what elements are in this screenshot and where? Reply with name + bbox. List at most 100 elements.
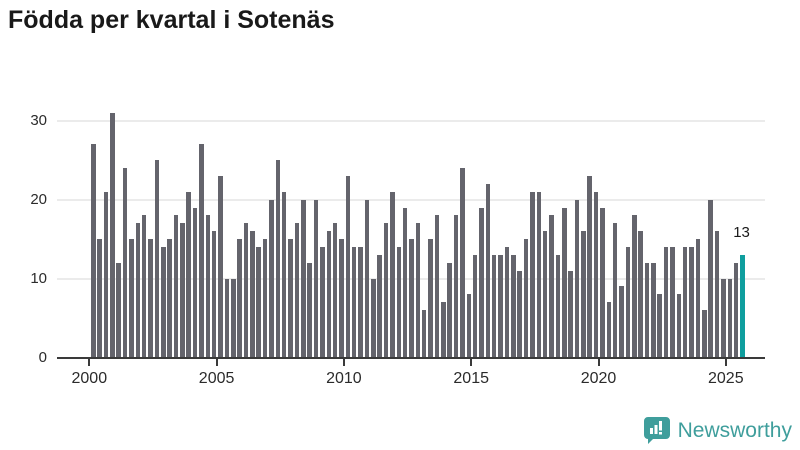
x-axis-tick-label: 2025 [708, 370, 744, 387]
x-axis-tick [342, 358, 345, 366]
bar [682, 246, 688, 358]
bar [97, 239, 102, 358]
bar [269, 199, 274, 358]
bar [148, 239, 153, 358]
bar [574, 199, 580, 358]
x-axis-line [57, 356, 765, 359]
bar [402, 207, 408, 358]
bar [122, 168, 128, 358]
bar [409, 239, 414, 358]
bar [231, 278, 236, 358]
x-axis-tick-label: 2005 [198, 370, 235, 387]
bar [173, 215, 179, 358]
bar [625, 246, 631, 358]
bar [421, 310, 427, 358]
bar [651, 262, 656, 358]
bar [632, 215, 637, 358]
bar [453, 215, 459, 358]
bar [472, 254, 478, 358]
x-axis-tick-label: 2000 [71, 370, 108, 387]
bar [428, 239, 433, 358]
newsworthy-logo-text: Newsworthy [677, 418, 792, 442]
gridline-y20 [57, 198, 765, 201]
x-axis-tick [470, 358, 473, 366]
bar [536, 191, 542, 358]
highlighted-bar [740, 254, 745, 358]
bar [593, 191, 599, 358]
bar [612, 223, 618, 358]
bar [581, 231, 586, 358]
x-axis-tick [215, 358, 218, 366]
bar [103, 191, 109, 358]
bar [606, 302, 612, 358]
bar [326, 231, 331, 358]
bar [110, 112, 115, 358]
x-axis-tick-label: 2010 [326, 370, 362, 387]
bar [600, 207, 605, 358]
bar [180, 223, 185, 358]
bar [708, 199, 713, 358]
y-axis-tick-label: 0 [38, 348, 47, 366]
bar [466, 294, 472, 358]
bar [91, 144, 96, 358]
bar [320, 246, 325, 358]
chart-title: Födda per kvartal i Sotenäs [8, 6, 335, 34]
bar [702, 310, 707, 358]
bar [167, 239, 172, 358]
bar [644, 262, 650, 358]
bar [460, 168, 465, 358]
bar [511, 254, 516, 358]
bar [301, 199, 306, 358]
bar [498, 254, 503, 358]
bar [211, 231, 217, 358]
bar [415, 223, 421, 358]
newsworthy-logo-icon [643, 416, 671, 445]
bar [377, 254, 382, 358]
bar [733, 262, 739, 358]
bar [441, 302, 446, 358]
bar [434, 215, 440, 358]
bar [549, 215, 554, 358]
bar [186, 191, 191, 358]
bar [129, 239, 134, 358]
bar [275, 160, 281, 358]
bar [313, 199, 319, 358]
bar [332, 223, 338, 358]
bar [695, 239, 701, 358]
bar [517, 270, 522, 358]
bar [154, 160, 160, 358]
bar [727, 278, 732, 358]
bar [542, 231, 548, 358]
bar [390, 191, 395, 358]
bar [224, 278, 230, 358]
bar [479, 207, 484, 358]
bar [351, 246, 357, 358]
newsworthy-logo: Newsworthy [643, 416, 792, 445]
bar [294, 223, 300, 358]
bar [663, 246, 669, 358]
bar [523, 239, 529, 358]
bar [530, 191, 535, 358]
bar [358, 246, 363, 358]
bar [135, 223, 141, 358]
y-axis-tick-label: 30 [30, 111, 47, 129]
gridline-y30 [57, 119, 765, 122]
bar [161, 246, 166, 358]
bar [689, 246, 694, 358]
bar [199, 144, 204, 358]
x-axis-tick-label: 2015 [453, 370, 489, 387]
bar [339, 239, 344, 358]
x-axis-tick [597, 358, 600, 366]
bar [638, 231, 643, 358]
bar [555, 254, 561, 358]
bar [504, 246, 510, 358]
bar [262, 239, 268, 358]
y-axis-tick-label: 10 [30, 269, 47, 287]
bar [714, 231, 720, 358]
bar [657, 294, 662, 358]
bar [116, 262, 121, 358]
bar [237, 239, 242, 358]
bar [288, 239, 293, 358]
bar [587, 175, 592, 358]
